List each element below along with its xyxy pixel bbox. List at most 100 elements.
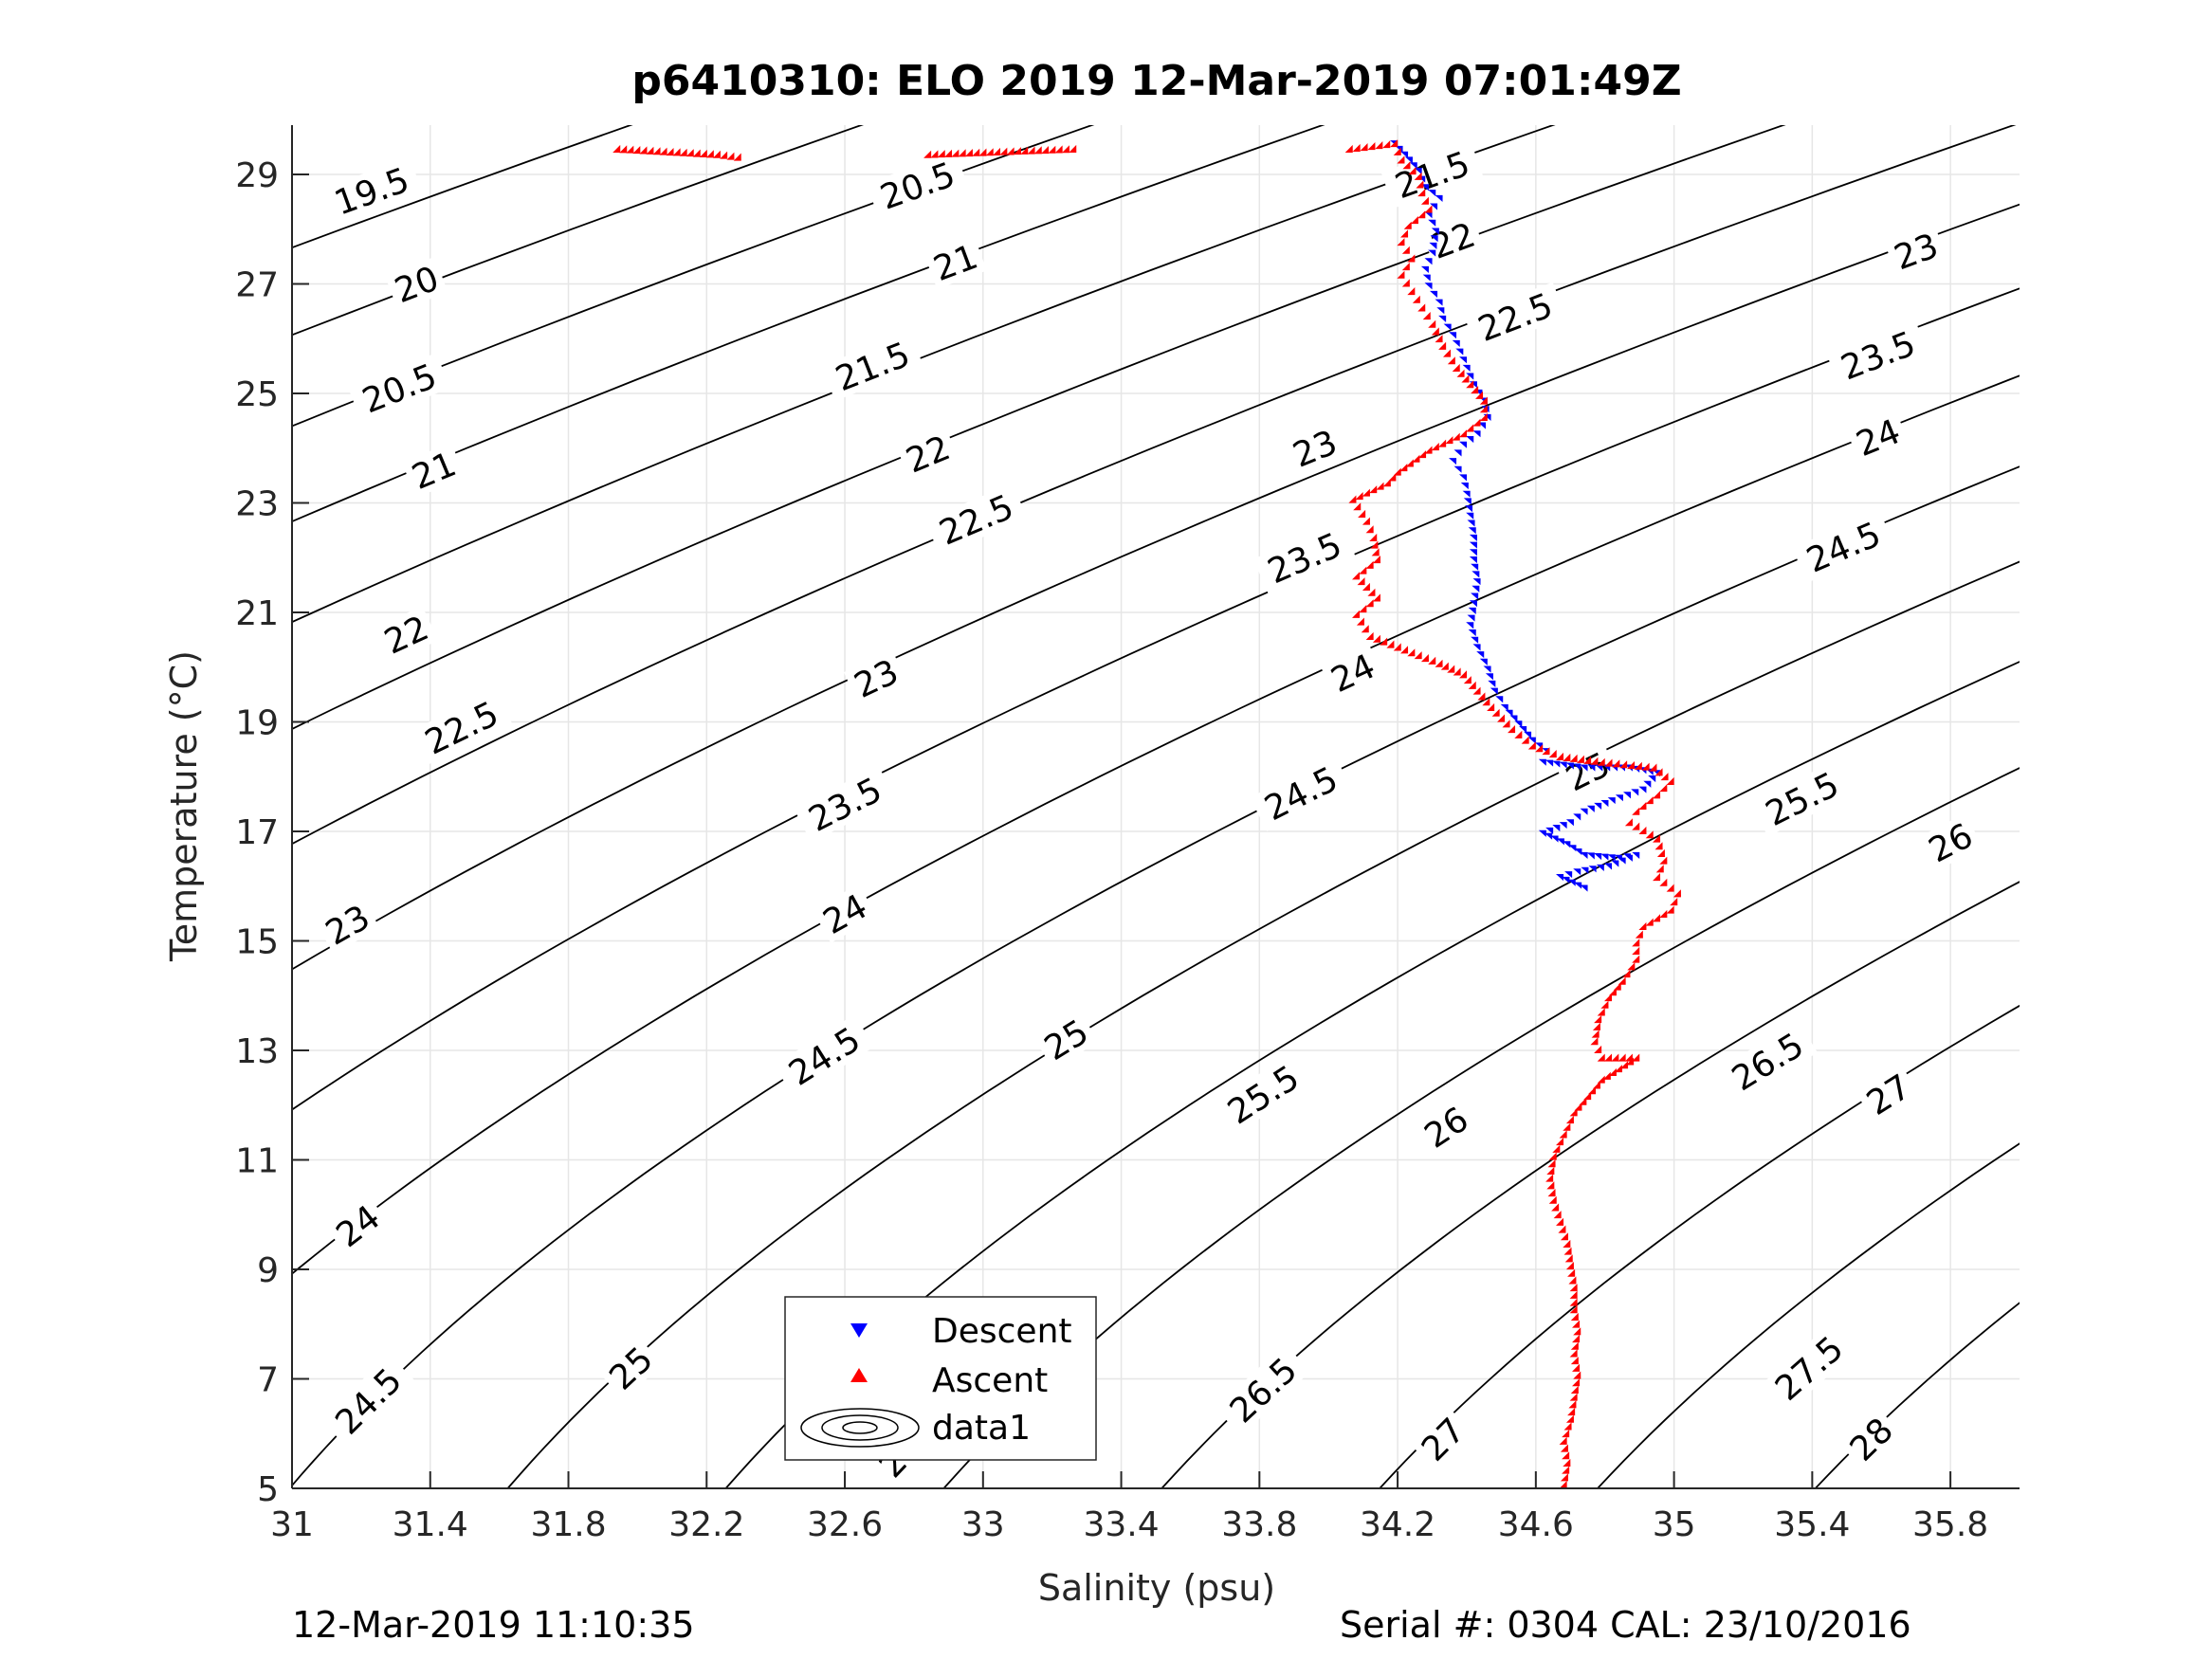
ascent-point (999, 147, 1008, 155)
ascent-point (972, 148, 980, 156)
contour-label-gap (1464, 282, 1566, 352)
descent-point (1414, 168, 1422, 175)
y-tick-label: 11 (235, 1141, 279, 1180)
ascent-point (1659, 784, 1668, 793)
y-tick-label: 23 (235, 484, 279, 523)
contour-label: 23 (843, 649, 908, 707)
descent-point (1466, 622, 1474, 629)
ascent-point (1597, 1008, 1605, 1016)
descent-point (1436, 307, 1445, 315)
contour-label: 25 (597, 1336, 664, 1400)
descent-point (1468, 527, 1476, 535)
ascent-point (1412, 295, 1420, 303)
contour-label: 24 (1320, 644, 1385, 702)
ascent-point (672, 148, 681, 156)
isopycnal-line (724, 661, 2020, 1488)
ascent-point (1542, 747, 1550, 756)
ascent-point (1370, 540, 1379, 549)
ascent-point (1479, 412, 1488, 421)
contour-label-gap (1283, 420, 1347, 476)
ascent-point (1376, 482, 1384, 490)
descent-point (1514, 720, 1523, 728)
ascent-point (1424, 205, 1433, 213)
y-tick-label: 29 (235, 156, 279, 195)
ascent-point (1560, 1473, 1568, 1482)
contour-label-gap (1884, 224, 1947, 279)
ascent-point (1422, 312, 1431, 320)
descent-point (1472, 578, 1481, 586)
descent-point (1600, 853, 1609, 861)
descent-point (1580, 884, 1588, 892)
contour-label-gap (320, 156, 423, 226)
ascent-point (726, 152, 735, 160)
ascent-point (1393, 147, 1401, 155)
ascent-point (1560, 1232, 1568, 1241)
contour-label: 24.5 (320, 1354, 415, 1449)
ascent-point (1659, 856, 1668, 865)
ascent-point (1572, 1320, 1581, 1328)
ascent-point (1356, 617, 1364, 626)
descent-point (1460, 483, 1469, 490)
descent-point (1631, 789, 1639, 796)
ascent-point (1428, 656, 1436, 665)
descent-point (1424, 211, 1433, 219)
ascent-point (1438, 439, 1447, 447)
ascent-point (1560, 1444, 1568, 1452)
descent-point (1586, 852, 1595, 860)
ascent-point (666, 148, 674, 156)
contour-label-gap (1716, 1020, 1819, 1103)
ascent-point (1594, 1015, 1602, 1024)
ascent-point (1559, 1436, 1567, 1445)
isopycnal-line (1814, 1302, 2020, 1488)
ascent-point (1372, 593, 1380, 602)
ascent-point (1388, 473, 1397, 482)
ascent-point (1559, 1130, 1567, 1139)
ascent-point (1414, 651, 1422, 660)
descent-point (1443, 323, 1452, 331)
ascent-point (1618, 1053, 1626, 1062)
ascent-point (1344, 144, 1353, 153)
ascent-point (958, 149, 966, 157)
descent-point (1430, 290, 1438, 298)
ascent-point (1590, 1037, 1599, 1046)
ascent-point (1563, 1247, 1572, 1255)
contour-label-text: 22.5 (934, 488, 1019, 554)
contour-label-gap (1421, 212, 1485, 267)
descent-point (1472, 430, 1481, 438)
legend-contour-icon (800, 1408, 920, 1448)
ascent-point (1608, 988, 1617, 996)
ascent-point (1574, 1103, 1582, 1111)
contour-label-text: 22.5 (419, 695, 504, 763)
descent-point (1431, 228, 1439, 235)
ascent-point (1548, 1195, 1557, 1204)
contour-label-text: 25 (602, 1340, 660, 1397)
isopycnal-line (1161, 881, 2020, 1488)
ascent-point (1472, 418, 1481, 427)
descent-point (1607, 854, 1616, 862)
descent-point (1556, 838, 1564, 846)
ascent-point (1365, 560, 1374, 569)
descent-point (1467, 614, 1475, 622)
contour-label: 20.5 (348, 353, 450, 424)
isopycnal-line (1596, 1142, 2020, 1488)
descent-point (1538, 758, 1546, 766)
ascent-point (1390, 139, 1398, 148)
descent-point (1453, 465, 1462, 473)
descent-point (1483, 665, 1491, 673)
ascent-point (1416, 180, 1424, 189)
ascent-point (1452, 432, 1460, 441)
contour-label: 24.5 (1792, 510, 1895, 583)
descent-point (1459, 441, 1468, 448)
ascent-point (1452, 363, 1460, 372)
ascent-point (1352, 572, 1361, 580)
descent-point (1596, 864, 1604, 871)
descent-point (1564, 871, 1573, 879)
ascent-point (1013, 147, 1021, 155)
ascent-point (1556, 1217, 1564, 1226)
descent-point (1490, 687, 1498, 695)
descent-point (1463, 498, 1472, 505)
descent-point (1581, 866, 1589, 874)
ascent-point (993, 147, 1001, 155)
ascent-point (679, 148, 687, 156)
